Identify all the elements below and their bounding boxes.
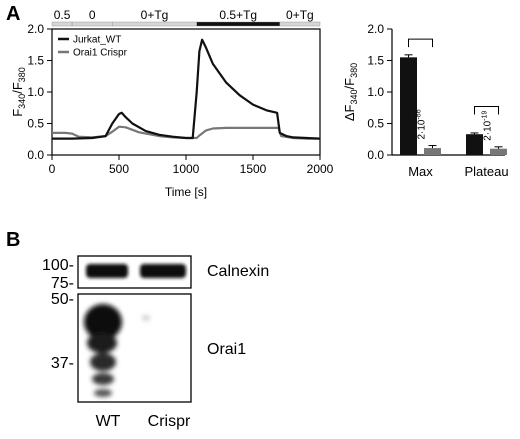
mw-marker-label: 75-: [51, 275, 74, 292]
protocol-bar: 0.5 0 0+Tg 0.5+Tg 0+Tg: [51, 8, 321, 27]
blot-label-calnexin: Calnexin: [207, 263, 269, 280]
bar-y-tick-label: 0.0: [367, 148, 384, 162]
mw-marker-label: 37-: [51, 355, 74, 372]
significance-bracket: [408, 38, 433, 48]
line-y-tick-label: 0.0: [27, 148, 44, 162]
bar-y-axis-label: ΔF340/F380: [342, 63, 359, 121]
orai1-blot: [77, 293, 192, 403]
protocol-segment: [279, 21, 321, 27]
bar-plateau-0: [466, 134, 483, 155]
mw-markers: 100-75-50- 37-: [42, 257, 74, 372]
line-y-tick-label: 2.0: [27, 22, 44, 36]
panel-a-label: A: [6, 3, 20, 25]
protocol-label: 0.5+Tg: [219, 8, 257, 22]
orai1-smear: [84, 304, 150, 397]
bar-max-0: [400, 57, 417, 155]
calnexin-bands: [86, 264, 186, 278]
bar-annotations: 2·10-86 2·10-19: [408, 38, 499, 141]
bar-y-axis: 0.0 0.5 1.0 1.5 2.0: [367, 22, 392, 162]
protocol-label: 0.5: [54, 8, 71, 22]
bar-y-tick-label: 0.5: [367, 117, 384, 131]
bar-y-tick-label: 1.5: [367, 54, 384, 68]
line-x-tick-label: 500: [109, 162, 129, 176]
panel-b-label: B: [6, 229, 20, 251]
bar-plateau-1: [490, 148, 507, 155]
protocol-segment: [196, 21, 281, 27]
protocol-label: 0+Tg: [286, 8, 314, 22]
protocol-segment: [112, 21, 197, 27]
line-chart: 0 500 1000 1500 2000 0.0 0.5 1.0 1.5 2.0 Jurkat_…: [10, 22, 334, 199]
protocol-label: 0+Tg: [141, 8, 169, 22]
line-legend: Jurkat_WT Orai1 Crispr: [58, 35, 128, 59]
line-y-tick-label: 1.0: [27, 85, 44, 99]
protocol-label: 0: [89, 8, 96, 22]
blot-label-orai1: Orai1: [207, 341, 246, 358]
line-x-axis: 0 500 1000 1500 2000: [49, 155, 334, 176]
line-y-tick-label: 1.5: [27, 54, 44, 68]
bar-y-tick-label: 2.0: [367, 22, 384, 36]
lane-label-wt: WT: [96, 413, 121, 430]
line-y-axis: 0.0 0.5 1.0 1.5 2.0: [27, 22, 52, 162]
significance-bracket: [474, 105, 499, 115]
legend-label: Jurkat_WT: [73, 35, 121, 46]
bar-marks: [400, 54, 507, 155]
line-series-jurkat-wt: [52, 38, 321, 140]
line-series: [52, 38, 321, 140]
calnexin-band-wt: [86, 264, 128, 278]
mw-marker-label: 50-: [51, 291, 74, 308]
calnexin-band-crispr: [140, 264, 186, 278]
calnexin-blot: [77, 255, 192, 289]
bar-y-tick-label: 1.0: [367, 85, 384, 99]
bar-category-label: Plateau: [464, 164, 508, 179]
line-x-tick-label: 2000: [307, 162, 334, 176]
protocol-segment: [51, 21, 73, 27]
bar-x-axis: Max Plateau: [408, 164, 508, 179]
line-y-axis-label: F340/F380: [10, 67, 27, 117]
line-y-tick-label: 0.5: [27, 117, 44, 131]
line-x-tick-label: 1000: [173, 162, 200, 176]
legend-label: Orai1 Crispr: [73, 48, 128, 59]
p-value-annotation: 2·10-86: [416, 109, 428, 139]
bar-category-label: Max: [408, 164, 433, 179]
protocol-segment: [71, 21, 113, 27]
bar-max-1: [424, 148, 441, 155]
line-x-tick-label: 0: [49, 162, 56, 176]
line-x-axis-label: Time [s]: [165, 185, 207, 199]
lane-label-crispr: Crispr: [148, 413, 191, 430]
p-value-annotation: 2·10-19: [482, 111, 494, 141]
line-x-tick-label: 1500: [240, 162, 267, 176]
mw-marker-label: 100-: [42, 257, 74, 274]
bar-chart: 0.0 0.5 1.0 1.5 2.0 Max Plateau 2·10-86 2·10-1…: [342, 22, 509, 179]
